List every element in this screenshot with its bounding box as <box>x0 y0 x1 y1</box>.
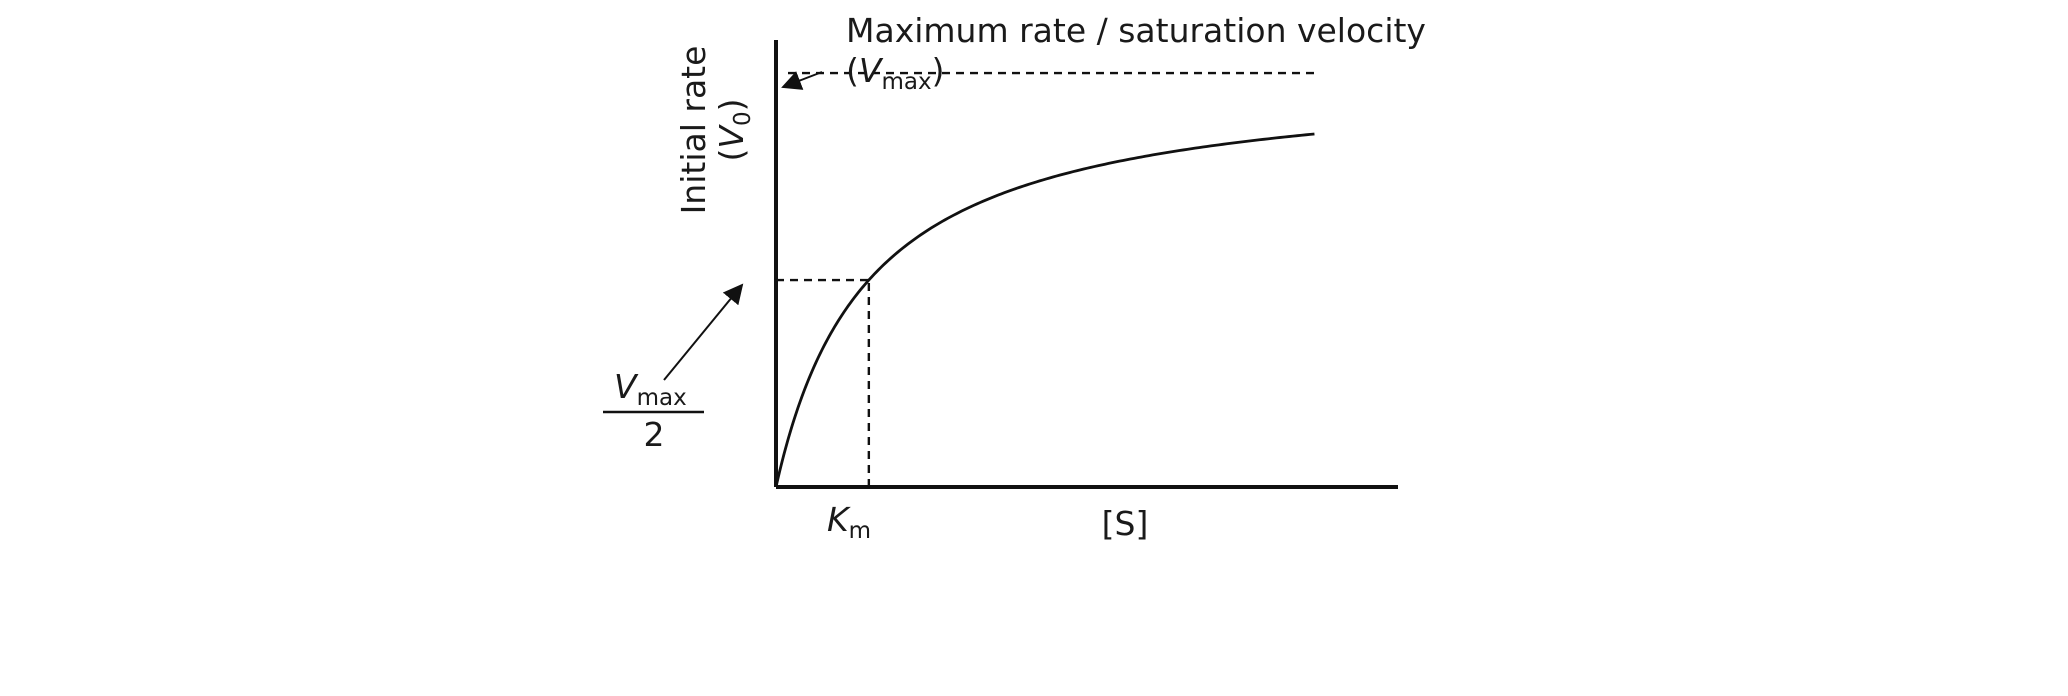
half-vmax-label: Vmax 2 <box>603 367 704 454</box>
y-axis-label: Initial rate (V0) <box>674 46 756 215</box>
x-axis-label: [S] <box>1102 504 1149 543</box>
y-axis-label-line2: (V0) <box>712 99 756 162</box>
y-axis-label-line1: Initial rate <box>674 46 713 215</box>
half-vmax-denominator: 2 <box>644 415 665 454</box>
vmax-arrow <box>781 71 823 90</box>
vmax-title: Maximum rate / saturation velocity <box>846 11 1426 50</box>
half-vmax-numerator: Vmax <box>614 367 687 411</box>
km-label: Km <box>827 500 871 544</box>
vmax-symbol: (Vmax) <box>846 51 944 95</box>
half-vmax-arrow <box>663 283 744 381</box>
saturation-curve <box>774 132 1315 488</box>
